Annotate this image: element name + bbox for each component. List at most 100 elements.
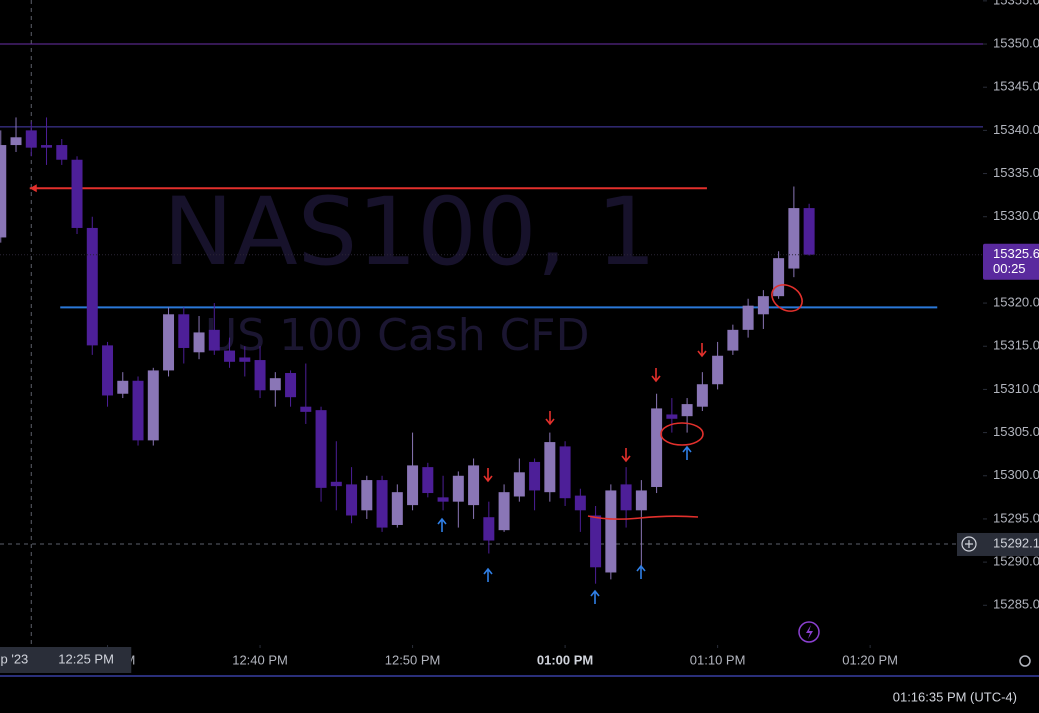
watermark-subtitle: US 100 Cash CFD [205,310,589,361]
candle-body [315,410,327,488]
y-tick-label: 15340.0 [993,122,1039,137]
candle-body [452,475,464,502]
candle-body [544,442,556,493]
candle-body [147,370,159,441]
y-tick-label: 15355.0 [993,0,1039,7]
candle-body [0,145,7,238]
x-tick-label: 12:40 PM [232,652,288,667]
candle-body [102,345,114,396]
y-tick-label: 15335.0 [993,165,1039,180]
highlight-ellipse [660,422,704,446]
candle-body [666,414,678,419]
candle-body [285,373,297,398]
candle-body [71,159,83,228]
candle-body [10,137,22,146]
candle-body [559,446,571,499]
crosshair-time-tag [0,647,132,673]
countdown-label: 00:25 [993,261,1026,276]
axes: 15285.0 15290.0 15295.0 15300.0 15305.0 15310… [0,0,1039,673]
candle-body [742,305,754,330]
candle-body [117,380,129,394]
candle-body [529,461,541,491]
candle-body [41,145,53,148]
candle-body [483,517,495,541]
y-tick-label: 15320.0 [993,295,1039,310]
candle-body [437,497,449,502]
y-tick-label: 15315.0 [993,338,1039,353]
highlight-ellipse [771,284,803,312]
candle-body [376,480,388,528]
candle-body [513,472,525,497]
blue-up-arrows [437,445,692,604]
candle-body [391,492,403,525]
x-tick-label: 12:50 PM [385,652,441,667]
candle-body [422,467,434,494]
candle-body [25,130,37,148]
candle-body [269,378,281,391]
alert-icon-bolt [806,625,813,639]
candle-body [681,404,693,417]
levels [0,0,983,645]
candle-body [239,357,251,362]
candle-body [193,332,205,353]
candle-body [498,492,510,531]
y-tick-label: 15295.0 [993,510,1039,525]
candle-body [330,481,342,487]
crosshair-date-label: Sep '23 [0,651,28,666]
candle-body [635,490,647,511]
y-tick-label: 15345.0 [993,79,1039,94]
candle-body [208,329,220,351]
crosshair-price-label: 15292.1 [993,535,1039,550]
candle-body [727,329,739,351]
candle-body [361,480,373,511]
y-tick-label: 15330.0 [993,208,1039,223]
candle-body [163,314,175,371]
candle-body [574,495,586,511]
watermark-title: NAS100, 1 [163,178,656,287]
x-tick-label: 01:10 PM [690,652,746,667]
candle-body [468,465,480,506]
candle-body [56,145,68,160]
y-tick-label: 15310.0 [993,381,1039,396]
candle-body [803,208,815,255]
y-tick-label: 15290.0 [993,554,1039,569]
candle-body [773,258,785,297]
candle-body [86,227,98,346]
candle-body [620,484,632,511]
candle-body [407,465,419,506]
level-arrowhead [29,184,37,193]
settings-icon[interactable] [1019,655,1031,667]
candle-body [651,408,663,487]
candle-body [224,350,236,362]
candle-body [788,208,800,269]
y-tick-label: 15350.0 [993,35,1039,50]
candle-body [590,515,602,568]
x-tick-label: 01:00 PM [537,652,593,667]
y-tick-label: 15300.0 [993,467,1039,482]
candle-body [132,380,144,441]
candle-body [712,355,724,385]
current-price-tag [983,243,1039,280]
status-clock: 01:16:35 PM (UTC-4) [893,689,1017,704]
candle-body [696,384,708,407]
red-down-arrows [483,343,707,483]
alert-icon[interactable] [798,621,820,643]
candle-body [300,406,312,412]
candle-body [346,484,358,516]
support-curve [587,515,699,520]
x-tick-label: 01:20 PM [842,652,898,667]
crosshair-add-plus [965,539,973,548]
annotations [437,284,803,604]
candle-body [254,360,266,391]
current-price-label: 15325.6 [993,246,1039,261]
candle-body [757,296,769,315]
y-tick-label: 15305.0 [993,424,1039,439]
crosshair-add-icon[interactable] [961,536,977,552]
candle-body [605,490,617,573]
crosshair-price-tag [957,532,1039,556]
candle-body [178,314,190,348]
candles [0,117,815,584]
y-tick-label: 15285.0 [993,597,1039,612]
